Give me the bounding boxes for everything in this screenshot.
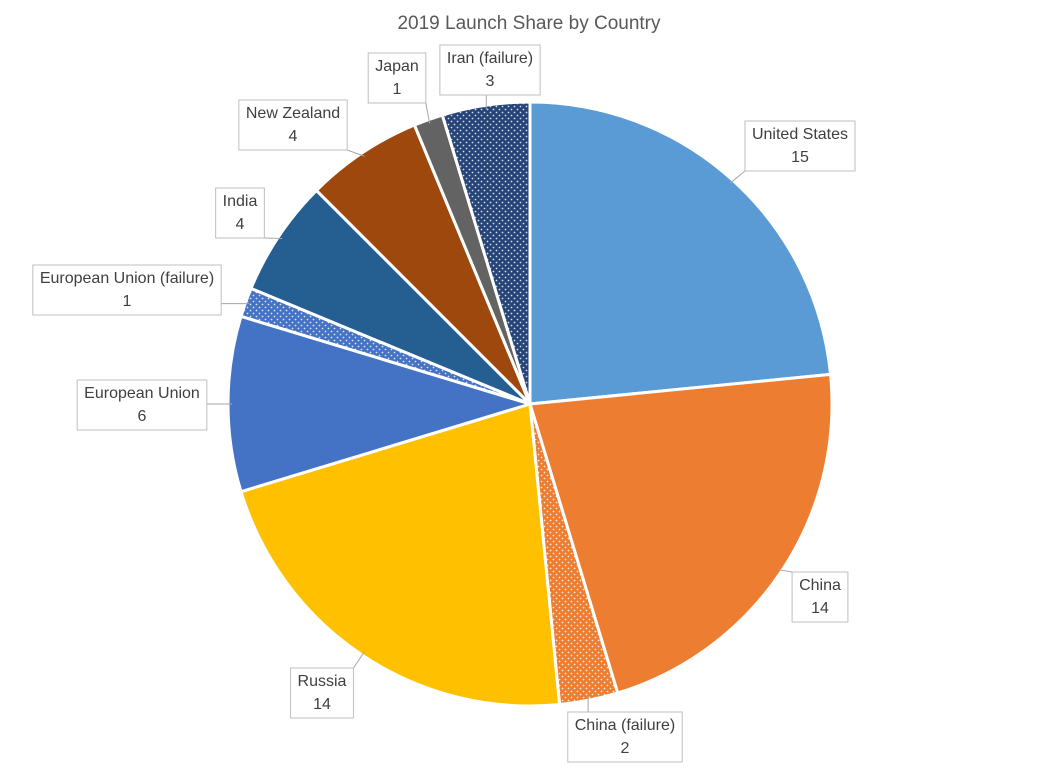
leader-line bbox=[729, 170, 746, 184]
data-label: China (failure) 2 bbox=[567, 711, 683, 763]
label-box bbox=[439, 44, 541, 96]
label-value: 15 bbox=[791, 149, 809, 166]
label-box bbox=[76, 379, 208, 431]
data-label: Japan 1 bbox=[367, 52, 427, 104]
data-label: European Union (failure) 1 bbox=[32, 264, 222, 316]
label-value: 14 bbox=[811, 600, 829, 617]
data-label: European Union 6 bbox=[76, 379, 208, 431]
label-category: United States bbox=[752, 126, 848, 143]
leader-line bbox=[346, 149, 365, 157]
data-label: New Zealand 4 bbox=[238, 99, 348, 151]
label-value: 1 bbox=[123, 293, 132, 310]
label-box bbox=[744, 120, 856, 172]
label-category: China (failure) bbox=[575, 717, 675, 734]
chart-title: 2019 Launch Share by Country bbox=[397, 13, 661, 34]
data-label: United States 15 bbox=[744, 120, 856, 172]
pie-slice bbox=[314, 123, 532, 406]
label-value: 2 bbox=[621, 740, 630, 757]
pie-slice bbox=[528, 372, 834, 695]
label-value: 6 bbox=[138, 408, 147, 425]
data-label: Iran (failure) 3 bbox=[439, 44, 541, 96]
label-category: Japan bbox=[375, 58, 419, 75]
pie-slice bbox=[249, 188, 532, 406]
label-value: 1 bbox=[393, 81, 402, 98]
data-label: China 14 bbox=[791, 571, 849, 623]
label-box bbox=[567, 711, 683, 763]
leader-line bbox=[777, 569, 793, 573]
label-category: Iran (failure) bbox=[447, 50, 533, 67]
pie-slice bbox=[528, 100, 833, 406]
label-box bbox=[791, 571, 849, 623]
leader-line bbox=[353, 651, 365, 669]
label-category: India bbox=[223, 193, 258, 210]
label-category: European Union bbox=[84, 385, 200, 402]
label-box bbox=[215, 187, 265, 239]
pie-slice bbox=[440, 100, 532, 406]
leader-line bbox=[425, 102, 431, 124]
label-box bbox=[32, 264, 222, 316]
label-value: 4 bbox=[236, 216, 245, 233]
data-label: India 4 bbox=[215, 187, 265, 239]
label-value: 4 bbox=[289, 128, 298, 145]
label-box bbox=[367, 52, 427, 104]
label-category: European Union (failure) bbox=[40, 270, 214, 287]
label-category: New Zealand bbox=[246, 105, 340, 122]
label-value: 3 bbox=[486, 73, 495, 90]
label-value: 14 bbox=[313, 696, 331, 713]
data-label: Russia 14 bbox=[290, 667, 354, 719]
label-box bbox=[238, 99, 348, 151]
label-category: China bbox=[799, 577, 841, 594]
label-category: Russia bbox=[298, 673, 347, 690]
label-box bbox=[290, 667, 354, 719]
